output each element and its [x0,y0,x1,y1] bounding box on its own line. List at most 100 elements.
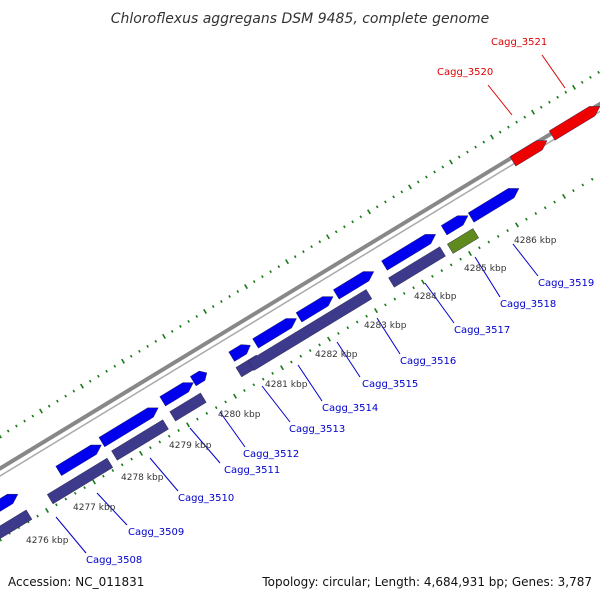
outer-ring-tick [466,150,469,154]
outer-ring-tick [121,358,125,364]
kbp-label: 4281 kbp [265,380,308,390]
gene-leader-line [424,282,455,324]
forward-gene-arrow [98,407,159,448]
gene-leader-line [541,54,566,89]
forward-gene-arrow [55,444,102,476]
gene-label[interactable]: Cagg_3520 [437,67,493,78]
inner-ring-tick [45,507,49,513]
gene-label[interactable]: Cagg_3508 [86,555,142,566]
outer-ring-tick [195,314,199,318]
forward-gene-arrow [0,493,19,515]
outer-ring-tick [343,225,346,229]
kbp-label: 4276 kbp [26,536,69,546]
kbp-label: 4277 kbp [73,503,116,513]
gene-leader-line [55,516,87,554]
outer-ring-tick [580,80,584,84]
outer-ring-tick [441,165,445,169]
inner-ring-tick [478,246,481,250]
inner-ring-tick [327,336,331,342]
inner-tick-ring [0,177,594,542]
outer-ring-tick [179,324,182,328]
inner-ring-tick [196,417,199,421]
outer-ring-tick [228,295,231,299]
gene-label[interactable]: Cagg_3515 [362,379,418,390]
accession-text: Accession: NC_011831 [8,575,144,589]
inner-ring-tick [562,193,566,199]
reverse-gene-bar [0,509,33,541]
outer-ring-tick [285,259,289,265]
forward-gene-arrow [440,215,469,236]
backbone-inner [0,110,600,477]
outer-ring-tick [129,354,133,358]
gene-label[interactable]: Cagg_3519 [538,278,594,289]
inner-ring-tick [261,377,265,381]
map-title: Chloroflexus aggregans DSM 9485, complet… [111,11,490,27]
outer-ring-tick [531,109,535,115]
outer-ring-tick [548,100,551,104]
outer-ring-tick [31,414,35,418]
backbone-outer [0,101,600,471]
gene-label[interactable]: Cagg_3512 [243,449,299,460]
inner-ring-tick [449,263,453,267]
gene-leader-line [297,364,323,402]
outer-ring-tick [97,374,100,378]
inner-ring-tick [412,286,415,290]
gene-label[interactable]: Cagg_3510 [178,493,234,504]
outer-ring-tick [244,284,248,290]
outer-ring-tick [490,134,494,140]
inner-ring-tick [374,308,378,314]
forward-gene-arrow [381,234,436,271]
outer-ring-tick [539,105,543,109]
outer-ring-tick [146,344,149,348]
inner-ring-tick [177,429,180,432]
gene-leader-line [474,256,501,298]
inner-ring-tick [346,326,350,330]
outer-ring-tick [170,329,174,333]
outer-ring-tick [572,84,576,90]
kbp-label: 4279 kbp [169,441,212,451]
outer-ring-tick [523,115,527,119]
outer-ring-tick [0,434,2,439]
gene-label[interactable]: Cagg_3516 [400,356,456,367]
gene-label[interactable]: Cagg_3517 [454,325,510,336]
gene-label[interactable]: Cagg_3514 [322,403,378,414]
gene-label[interactable]: Cagg_3518 [500,299,556,310]
inner-ring-tick [36,514,39,518]
gene-leader-line [261,385,291,423]
inner-ring-tick [243,389,246,393]
inner-ring-tick [186,422,190,428]
gene-label[interactable]: Cagg_3521 [491,37,547,48]
outer-ring-tick [498,130,502,134]
gene-leader-line [149,457,179,492]
gene-label[interactable]: Cagg_3513 [289,424,345,435]
outer-ring-tick [556,95,559,99]
reverse-gene-bar [46,457,114,505]
inner-ring-tick [421,279,425,285]
inner-ring-tick [252,383,256,387]
inner-ring-tick [102,474,105,478]
inner-ring-tick [515,222,519,228]
outer-ring-tick [162,333,166,339]
inner-ring-tick [224,400,227,404]
inner-ring-tick [384,303,387,307]
outer-ring-tick [72,389,76,393]
inner-ring-tick [139,450,143,456]
outer-ring-tick [39,408,43,414]
inner-ring-tick [73,491,77,495]
outer-ring-tick [113,364,117,368]
outer-ring-tick [302,250,305,254]
outer-ring-tick [433,170,436,174]
outer-ring-tick [211,304,215,308]
outer-ring-tick [326,234,330,240]
inner-ring-tick [318,343,321,347]
forward-gene-arrow [333,271,375,300]
outer-ring-tick [203,308,207,315]
inner-ring-tick [55,503,58,507]
inner-ring-tick [205,411,209,415]
outer-ring-tick [564,90,568,94]
gene-label[interactable]: Cagg_3509 [128,527,184,538]
inner-ring-tick [233,393,237,399]
gene-label[interactable]: Cagg_3511 [224,465,280,476]
inner-ring-tick [534,212,538,215]
backbone-line [0,101,600,477]
